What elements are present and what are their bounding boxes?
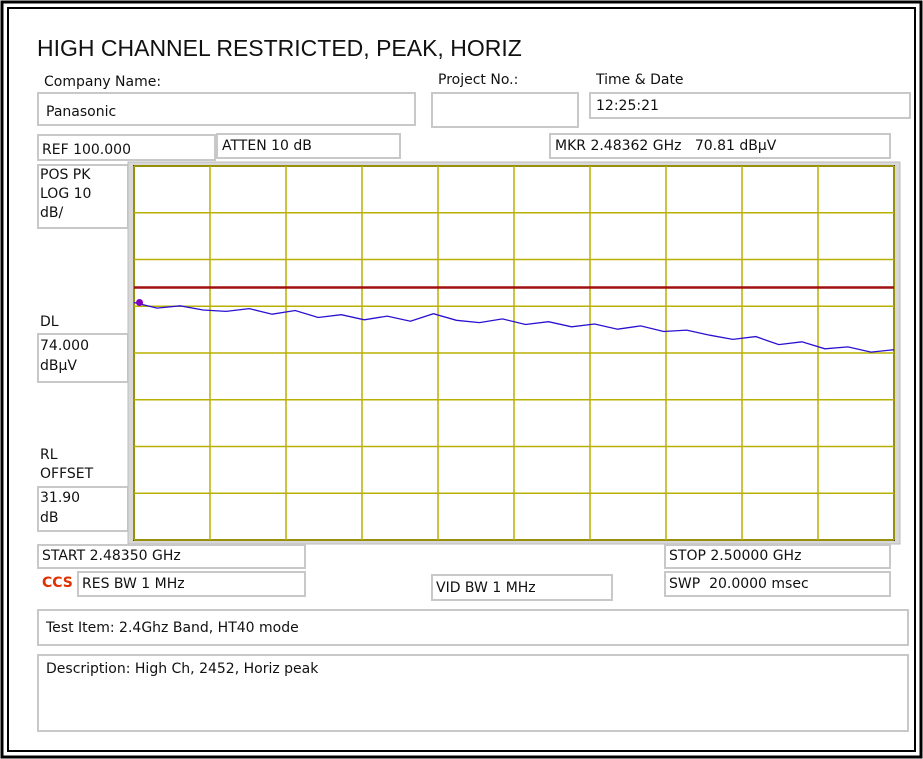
rl-value: dB — [40, 510, 59, 526]
project-box — [431, 92, 579, 128]
detector-box — [37, 164, 129, 229]
marker — [136, 298, 144, 306]
trace — [133, 301, 895, 353]
test-item: Test Item: 2.4Ghz Band, HT40 mode — [45, 620, 299, 636]
title: HIGH CHANNEL RESTRICTED, PEAK, HORIZ — [37, 35, 522, 61]
detector: POS PK — [40, 167, 91, 183]
atten: ATTEN 10 dB — [222, 138, 312, 154]
stop: STOP 2.50000 GHz — [669, 548, 801, 564]
company: Panasonic — [46, 104, 116, 120]
rl-label: RL — [40, 447, 58, 463]
dl-value: dBµV — [40, 358, 77, 374]
time: 12:25:21 — [596, 98, 659, 114]
detector: dB/ — [40, 205, 63, 221]
rl-value: 31.90 — [40, 490, 80, 506]
atten-box — [216, 133, 401, 159]
marker-readout: MKR 2.48362 GHz 70.81 dBµV — [555, 138, 777, 154]
ref: REF 100.000 — [42, 142, 131, 158]
company-box — [37, 92, 416, 126]
stop-box — [664, 544, 891, 569]
dl-value: 74.000 — [40, 338, 89, 354]
vid-bw: VID BW 1 MHz — [436, 580, 536, 596]
vid-bw-box — [431, 574, 613, 601]
sweep: SWP 20.0000 msec — [669, 576, 809, 592]
test-item-box — [37, 609, 909, 646]
company-label: Company Name: — [44, 74, 161, 90]
detector: LOG 10 — [40, 186, 91, 202]
res-bw: RES BW 1 MHz — [82, 576, 185, 592]
logo: CCS — [42, 575, 73, 591]
start-box — [37, 544, 306, 569]
rl-label: OFFSET — [40, 466, 94, 482]
time-box — [589, 92, 911, 119]
dl-label: DL — [40, 314, 59, 330]
inner-border — [7, 7, 916, 752]
description: Description: High Ch, 2452, Horiz peak — [46, 661, 319, 677]
project-label: Project No.: — [438, 72, 518, 88]
res-bw-box — [77, 571, 306, 597]
sweep-box — [664, 571, 891, 597]
dl-box — [37, 333, 129, 383]
ref-box — [37, 134, 216, 161]
marker-box — [549, 133, 891, 159]
description-box — [37, 654, 909, 732]
start: START 2.48350 GHz — [42, 548, 181, 564]
time-label: Time & Date — [595, 72, 684, 88]
